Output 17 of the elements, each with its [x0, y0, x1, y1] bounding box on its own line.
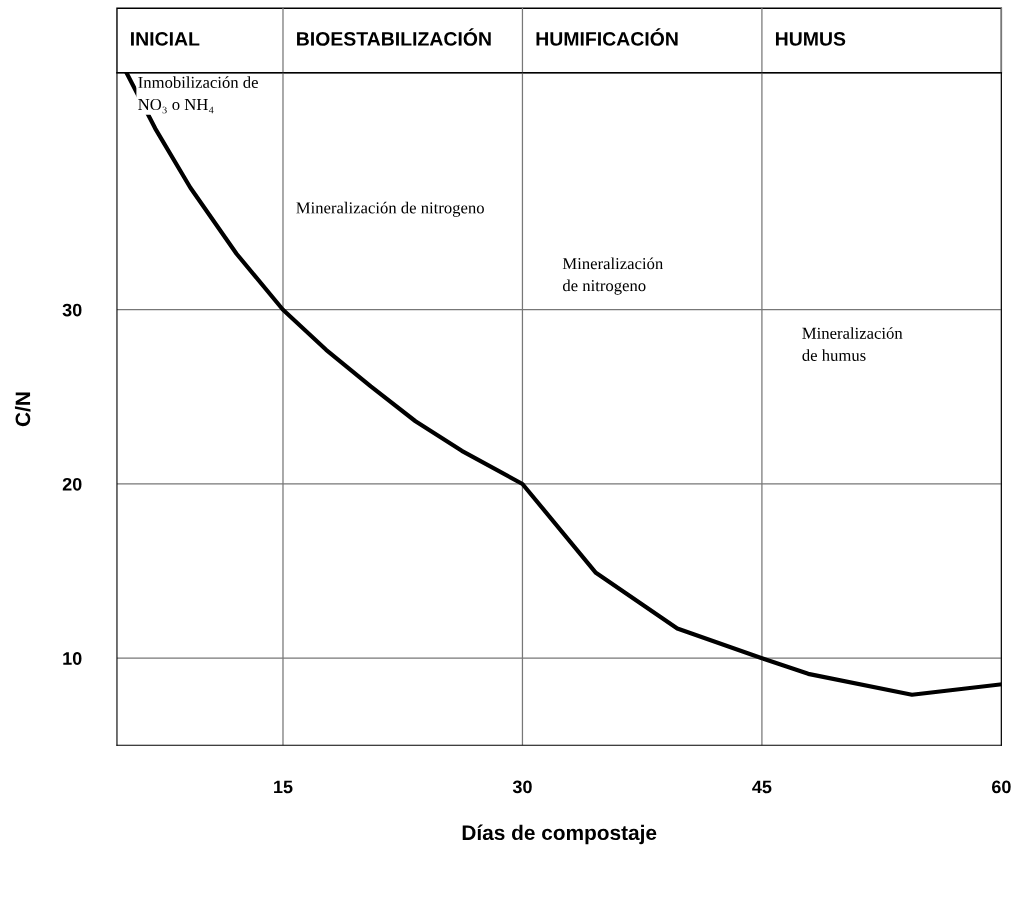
annotation: Mineralización de nitrogeno — [296, 201, 484, 217]
y-tick-label: 20 — [62, 477, 82, 491]
text: HUMUS — [775, 31, 846, 46]
annotation: Mineralización de humus — [802, 327, 903, 361]
text: HUMIFICACIÓN — [536, 28, 678, 46]
y-tick-label: 30 — [62, 303, 82, 317]
text: INICIAL — [131, 31, 200, 46]
x-tick-label: 30 — [512, 780, 532, 794]
x-tick-label: 45 — [752, 780, 772, 794]
annotation: Inmobilización de NO₃ o NH₄ — [138, 76, 258, 114]
y-axis-title: C/N — [14, 392, 31, 427]
annotation: Mineralización de nitrogeno — [562, 257, 663, 295]
text: BIOESTABILIZACIÓN — [297, 28, 491, 46]
y-tick-label: 10 — [63, 652, 82, 665]
x-axis-title: Días de compostaje — [462, 824, 657, 845]
x-tick-label: 15 — [274, 780, 293, 794]
x-tick-label: 60 — [992, 780, 1011, 794]
